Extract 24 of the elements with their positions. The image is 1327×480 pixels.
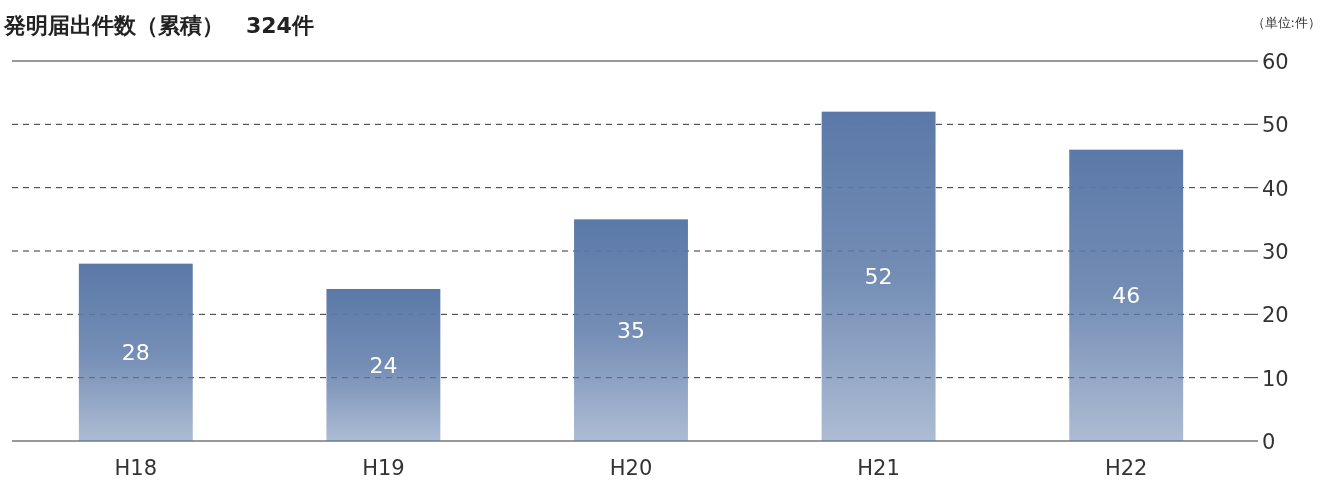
- text: （単位:件）: [1251, 15, 1321, 30]
- x-tick-label: H19: [362, 456, 405, 480]
- y-tick-label: 60: [1262, 50, 1289, 74]
- x-tick-label: H22: [1104, 456, 1148, 480]
- bar: [821, 111, 936, 441]
- bar: [326, 289, 441, 441]
- y-tick-label: 10: [1262, 366, 1289, 391]
- x-tick-label: H20: [609, 456, 653, 480]
- y-tick-label: 40: [1262, 176, 1289, 201]
- chart-title: 発明届出件数（累積） 324件: [3, 13, 314, 38]
- data-label: 28: [121, 340, 150, 366]
- bar: [1069, 149, 1184, 441]
- data-label: 46: [1112, 283, 1141, 309]
- x-tick-label: H18: [114, 456, 158, 480]
- y-tick-label: 50: [1262, 113, 1289, 138]
- bar: [78, 263, 193, 441]
- data-label: 35: [617, 318, 645, 344]
- y-tick-label: 0: [1262, 430, 1276, 454]
- bar: [574, 219, 688, 441]
- y-tick-label: 30: [1262, 240, 1289, 264]
- y-tick-label: 20: [1262, 303, 1289, 328]
- x-tick-label: H21: [857, 456, 900, 480]
- data-label: 52: [864, 264, 893, 290]
- data-label: 24: [369, 353, 398, 378]
